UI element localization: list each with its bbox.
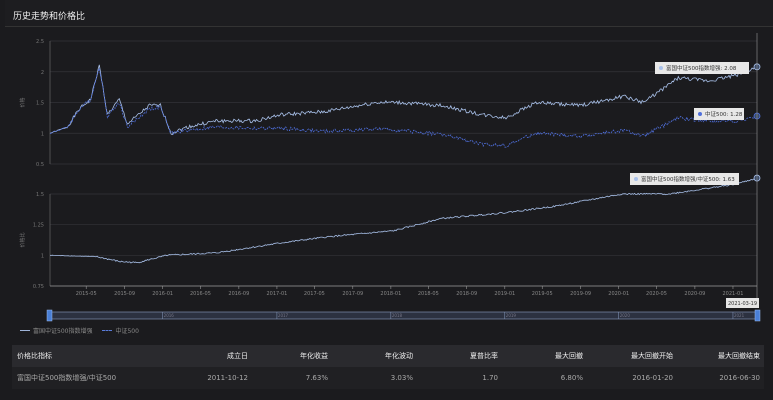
legend-item-fund[interactable]: 富国中证500指数增强: [20, 326, 92, 335]
x-tick-label: 2015-05: [76, 291, 97, 297]
header-cell: 最大回撤结束: [718, 352, 760, 360]
y-axis-label: 价格比: [19, 232, 26, 247]
ratio-metrics-table: 价格比指标 成立日 年化收益 年化波动 夏普比率 最大回撤 最大回撤开始 最大回…: [12, 345, 764, 389]
y-tick-label: 2.5: [36, 39, 44, 45]
y-tick-label: 1.25: [33, 223, 44, 229]
header-cell: 夏普比率: [470, 352, 498, 360]
slider-year-label: 2017: [278, 313, 289, 318]
slider-handle[interactable]: [46, 309, 53, 322]
header-cell: 价格比指标: [17, 352, 52, 360]
series-line-ratio: [49, 177, 758, 264]
y-tick-label: 0.5: [36, 162, 44, 168]
y-tick-label: 1.5: [36, 192, 44, 198]
x-tick-label: 2018-05: [418, 291, 439, 297]
cell: 6.80%: [560, 374, 583, 382]
header-cell: 最大回撤: [555, 352, 583, 360]
y-tick-label: 1.5: [36, 101, 44, 107]
x-tick-label: 2017-05: [304, 291, 325, 297]
slider-year-label: 2021: [734, 313, 745, 318]
x-tick-label: 2018-09: [456, 291, 477, 297]
series-line-fund: [49, 64, 758, 136]
header-cell: 最大回撤开始: [631, 352, 673, 360]
x-tick-label: 2018-01: [380, 291, 401, 297]
slider-year-label: 2018: [392, 313, 403, 318]
tooltip-marker: [634, 177, 638, 181]
tooltip: [694, 108, 744, 120]
zoom-slider-track[interactable]: [49, 311, 759, 320]
x-tick-label: 2016-09: [228, 291, 249, 297]
y-tick-label: 2: [41, 70, 44, 76]
tooltip: [655, 62, 749, 74]
table-header: 价格比指标 成立日 年化收益 年化波动 夏普比率 最大回撤 最大回撤开始 最大回…: [12, 345, 764, 367]
panel-title: 历史走势和价格比: [5, 0, 773, 27]
x-tick-label: 2019-09: [570, 291, 591, 297]
x-tick-label: 2017-09: [342, 291, 363, 297]
header-cell: 年化波动: [385, 352, 413, 360]
cell: 2016-01-20: [632, 374, 673, 382]
slider-handle[interactable]: [754, 309, 761, 322]
table-row: 富国中证500指数增强/中证500 2011-10-12 7.63% 3.03%…: [12, 367, 764, 389]
x-tick-label: 2019-01: [494, 291, 515, 297]
x-tick-label: 2017-01: [266, 291, 287, 297]
slider-year-label: 2019: [506, 313, 517, 318]
x-tick-label: 2016-05: [190, 291, 211, 297]
x-tick-label: 2020-09: [684, 291, 705, 297]
x-tick-label: 2021-01: [723, 291, 744, 297]
cell: 3.03%: [390, 374, 413, 382]
tooltip-text: 富国中证500指数增强: 2.08: [666, 64, 737, 72]
tooltip-marker: [698, 112, 702, 116]
cell: 2016-06-30: [719, 374, 760, 382]
x-tick-label: 2016-01: [152, 291, 173, 297]
y-tick-label: 1: [41, 253, 44, 259]
cursor-date: 2021-03-19: [728, 301, 757, 307]
tooltip-marker: [659, 66, 663, 70]
header-cell: 成立日: [227, 352, 248, 360]
cursor-date-box: [726, 298, 759, 308]
y-tick-label: 1: [41, 131, 44, 137]
cell: 7.63%: [305, 374, 328, 382]
legend: 富国中证500指数增强 中证500: [20, 326, 139, 335]
y-tick-label: 0.75: [33, 284, 44, 290]
legend-item-index[interactable]: 中证500: [102, 326, 139, 335]
history-chart[interactable]: 2.5 2 1.5 1 0.5 价格 1.5 1.25 1 0.75 价格比 2015-05 2015-…: [0, 28, 773, 328]
cell: 富国中证500指数增强/中证500: [17, 374, 117, 382]
legend-label: 中证500: [115, 328, 139, 335]
slider-year-label: 2020: [620, 313, 631, 318]
tooltip: [630, 173, 739, 185]
x-tick-label: 2015-09: [114, 291, 135, 297]
tooltip-text: 中证500: 1.28: [705, 110, 743, 118]
legend-label: 富国中证500指数增强: [33, 328, 93, 335]
slider-year-label: 2016: [164, 313, 175, 318]
cell: 1.70: [482, 374, 498, 382]
x-tick-label: 2019-05: [532, 291, 553, 297]
x-tick-label: 2020-01: [608, 291, 629, 297]
header-cell: 年化收益: [300, 352, 328, 360]
cell: 2011-10-12: [207, 374, 248, 382]
y-axis-label: 价格: [19, 97, 26, 107]
x-tick-label: 2020-05: [646, 291, 667, 297]
tooltip-text: 富国中证500指数增强/中证500: 1.63: [641, 175, 735, 183]
series-line-index: [49, 68, 758, 148]
